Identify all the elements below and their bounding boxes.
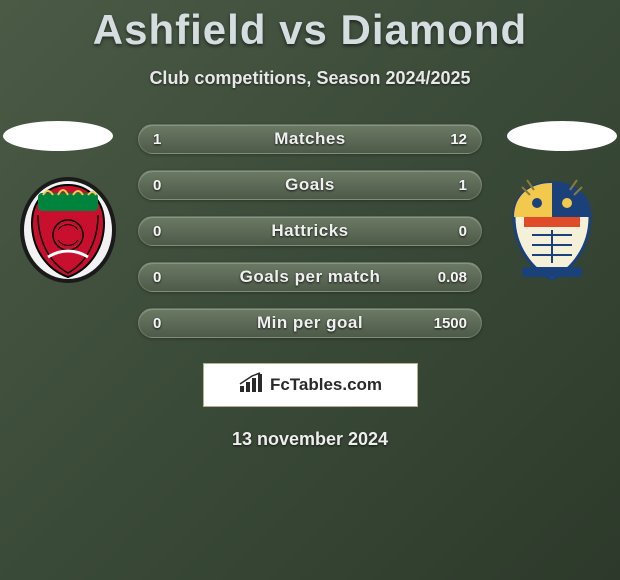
comparison-panel: 1 Matches 12 0 Goals 1 0 Hattricks 0 0 G… — [0, 121, 620, 351]
stat-right-value: 12 — [450, 131, 467, 148]
right-oval-decor — [507, 121, 617, 151]
stat-row-min-per-goal: 0 Min per goal 1500 — [138, 308, 482, 338]
stat-row-hattricks: 0 Hattricks 0 — [138, 216, 482, 246]
stat-left-value: 0 — [153, 223, 161, 240]
stat-left-value: 1 — [153, 131, 161, 148]
page-subtitle: Club competitions, Season 2024/2025 — [0, 68, 620, 89]
stat-bars: 1 Matches 12 0 Goals 1 0 Hattricks 0 0 G… — [138, 121, 482, 338]
stat-label: Goals — [285, 175, 335, 195]
stat-label: Min per goal — [257, 313, 363, 333]
stat-row-matches: 1 Matches 12 — [138, 124, 482, 154]
date-label: 13 november 2024 — [0, 429, 620, 450]
stat-right-value: 0.08 — [438, 269, 467, 286]
stat-label: Matches — [274, 129, 346, 149]
stat-left-value: 0 — [153, 177, 161, 194]
brand-attribution[interactable]: FcTables.com — [203, 363, 418, 407]
left-oval-decor — [3, 121, 113, 151]
stat-label: Hattricks — [271, 221, 348, 241]
brand-label: FcTables.com — [270, 375, 382, 395]
stat-right-value: 0 — [459, 223, 467, 240]
stat-row-goals-per-match: 0 Goals per match 0.08 — [138, 262, 482, 292]
chart-icon — [238, 372, 264, 399]
stat-row-goals: 0 Goals 1 — [138, 170, 482, 200]
stat-label: Goals per match — [240, 267, 381, 287]
left-team-crest — [18, 175, 118, 285]
page-title: Ashfield vs Diamond — [0, 0, 620, 54]
stat-right-value: 1500 — [434, 315, 467, 332]
right-team-crest — [502, 175, 602, 285]
stat-left-value: 0 — [153, 269, 161, 286]
stat-left-value: 0 — [153, 315, 161, 332]
stat-right-value: 1 — [459, 177, 467, 194]
